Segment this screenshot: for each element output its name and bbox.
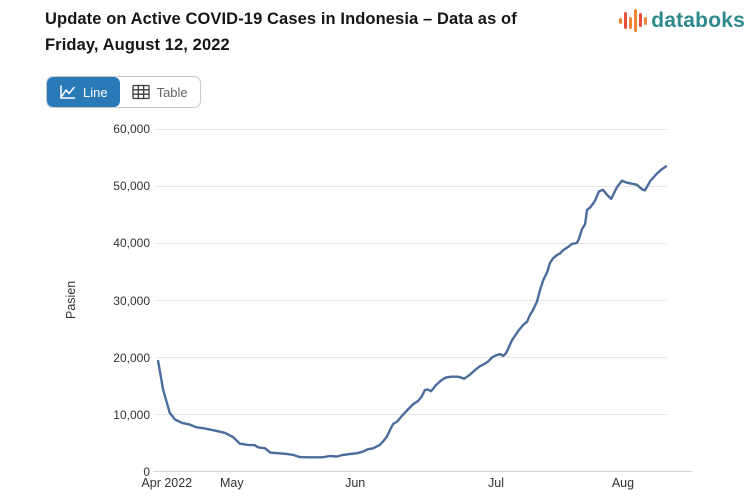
page-title-line2: Friday, August 12, 2022 [45,36,230,54]
y-tick-label: 50,000 [113,179,150,194]
y-tick-label: 20,000 [113,350,150,365]
line-view-label: Line [83,84,108,100]
y-tick-label: 30,000 [113,293,150,308]
table-view-label: Table [156,84,188,100]
x-tick-label: May [219,476,244,490]
page-title-line1: Update on Active COVID-19 Cases in Indon… [45,10,517,28]
y-tick-label: 60,000 [113,122,150,137]
x-tick-label: Jun [345,476,366,490]
x-tick-label: Apr 2022 [141,476,193,490]
databoks-bars-icon [619,8,648,34]
y-tick-label: 0 [143,464,150,479]
active-cases-line-series[interactable] [156,165,668,459]
page-title: Update on Active COVID-19 Cases in Indon… [45,6,517,58]
x-tick-label: Jul [487,476,504,490]
databoks-logo: databoks [619,8,745,34]
table-view-button[interactable]: Table [120,77,200,107]
line-chart-icon [59,84,76,100]
x-tick-label: Aug [611,476,635,490]
view-toggle: Line Table [46,76,201,108]
y-tick-label: 40,000 [113,236,150,251]
table-icon [131,84,150,100]
line-view-button[interactable]: Line [47,77,120,107]
databoks-logo-text: databoks [651,9,745,32]
y-tick-label: 10,000 [113,407,150,422]
